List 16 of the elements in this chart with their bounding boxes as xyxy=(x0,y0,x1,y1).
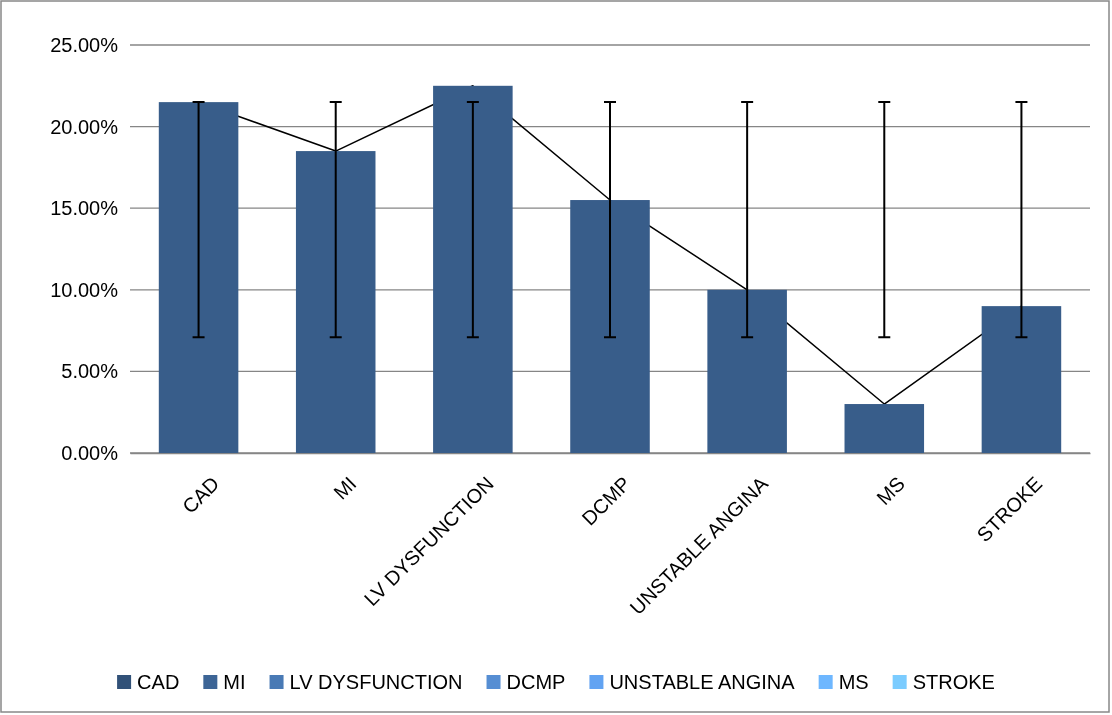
category-label: STROKE xyxy=(912,671,995,693)
y-tick-label: 10.00% xyxy=(50,278,119,301)
x-tick-label: MI xyxy=(329,472,361,504)
y-tick-label: 15.00% xyxy=(50,197,119,220)
x-tick-label: MS xyxy=(872,472,910,510)
category-label: LV DYSFUNCTION xyxy=(289,671,463,693)
category-label: UNSTABLE ANGINA xyxy=(609,671,795,693)
category-label: CAD xyxy=(137,671,180,693)
y-tick-label: 20.00% xyxy=(50,115,119,138)
category-label: MI xyxy=(223,671,246,693)
y-tick-label: 25.00% xyxy=(50,33,119,56)
category-label: DCMP xyxy=(506,671,566,693)
x-tick-label: CAD xyxy=(177,472,224,518)
y-tick-label: 5.00% xyxy=(61,360,119,383)
category-label: MS xyxy=(838,671,869,693)
y-tick-label: 0.00% xyxy=(61,441,119,464)
